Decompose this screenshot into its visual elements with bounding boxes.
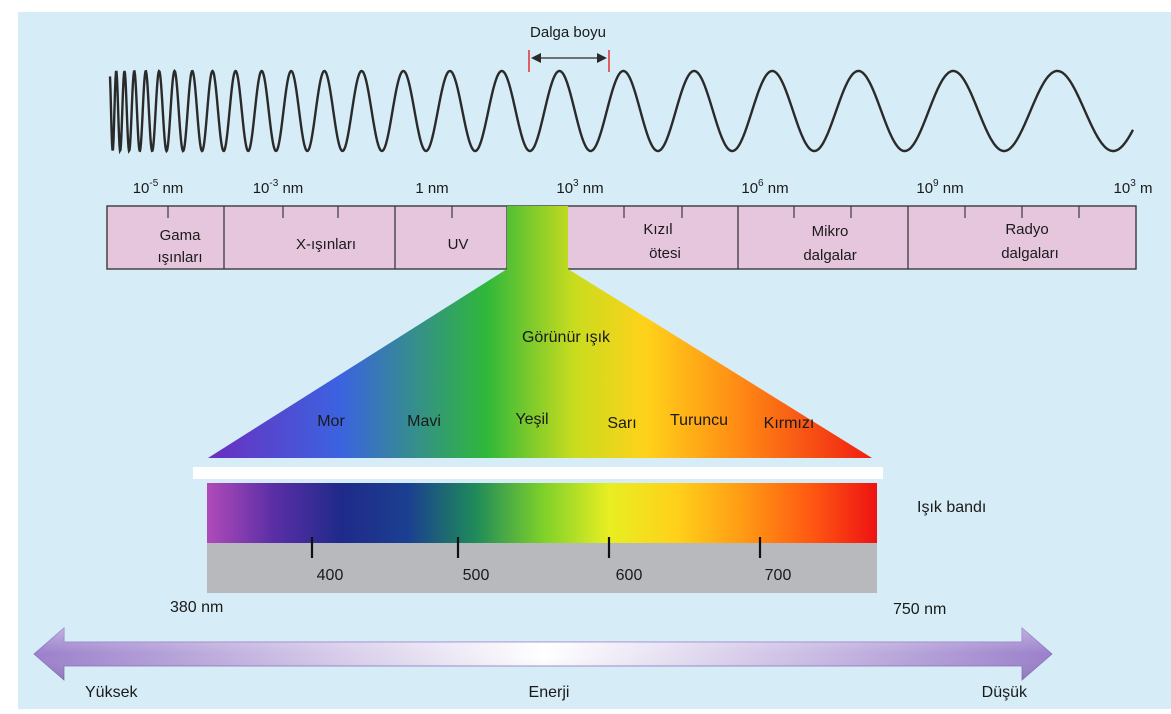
light-band-tick-label: 400 <box>317 567 344 584</box>
color-label-violet: Mor <box>317 413 345 430</box>
color-label-yellow: Sarı <box>607 415 636 432</box>
arrow-head-left-icon <box>531 53 541 63</box>
light-band: 400 500 600 700 Işık bandı 380 nm 750 nm <box>170 483 986 618</box>
band-label-radio: Radyo <box>1005 221 1048 238</box>
scale-tick-label: 10-5 nm <box>133 178 184 197</box>
color-label-green: Yeşil <box>515 411 548 428</box>
band-label-gamma: Gama <box>160 227 202 244</box>
spectrum-bar: Gama ışınları X-ışınları UV Kızıl ötesi … <box>106 205 1137 458</box>
scale-tick-label: 103 m <box>1114 178 1153 197</box>
light-band-max-label: 750 nm <box>893 601 946 618</box>
light-band-label: Işık bandı <box>917 499 986 516</box>
wave-line <box>108 69 1135 155</box>
scale-tick-label: 103 nm <box>556 178 603 197</box>
light-band-ruler <box>207 543 877 593</box>
band-label-infrared: Kızıl <box>643 221 672 238</box>
scale-tick-label: 106 nm <box>741 178 788 197</box>
scale-tick-label: 1 nm <box>415 180 448 197</box>
energy-arrow: Yüksek Enerji Düşük <box>33 627 1053 701</box>
band-label-xray: X-ışınları <box>296 236 356 253</box>
energy-label: Enerji <box>529 684 570 701</box>
wavelength-label: Dalga boyu <box>530 24 606 41</box>
visible-light-fan <box>208 206 872 458</box>
band-label-radio-2: dalgaları <box>1001 245 1059 262</box>
band-label-microwave-2: dalgalar <box>803 247 856 264</box>
arrow-head-right-icon <box>597 53 607 63</box>
visible-light-title: Görünür ışık <box>522 329 611 346</box>
light-band-min-label: 380 nm <box>170 599 223 616</box>
separator-strip <box>193 467 883 479</box>
energy-arrow-shade <box>34 628 1052 680</box>
band-label-microwave: Mikro <box>812 223 849 240</box>
color-label-orange: Turuncu <box>670 412 728 429</box>
spectrum-bar-frame <box>106 205 1137 270</box>
light-band-tick-label: 600 <box>616 567 643 584</box>
energy-high-label: Yüksek <box>85 684 138 701</box>
energy-low-label: Düşük <box>982 684 1028 701</box>
band-label-uv: UV <box>448 236 469 253</box>
scale-tick-label: 10-3 nm <box>253 178 304 197</box>
band-label-infrared-2: ötesi <box>649 245 681 262</box>
light-band-tick-label: 700 <box>765 567 792 584</box>
color-label-red: Kırmızı <box>764 415 815 432</box>
wavelength-scale: 10-5 nm 10-3 nm 1 nm 103 nm 106 nm 109 n… <box>133 178 1153 197</box>
wavelength-indicator: Dalga boyu <box>528 24 610 72</box>
scale-tick-label: 109 nm <box>916 178 963 197</box>
band-label-gamma-2: ışınları <box>157 249 202 266</box>
color-label-blue: Mavi <box>407 413 441 430</box>
light-band-tick-label: 500 <box>463 567 490 584</box>
light-band-gradient <box>207 483 877 543</box>
